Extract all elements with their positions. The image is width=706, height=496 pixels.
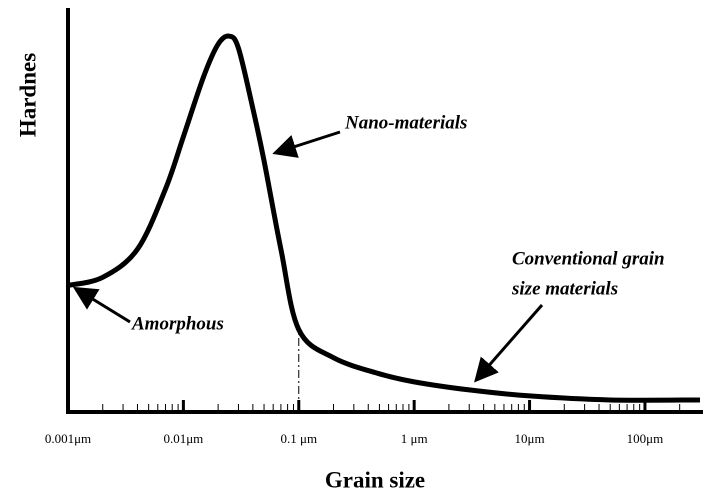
annotation: Conventional grain (512, 248, 665, 269)
x-tick-label: 0.1 μm (280, 431, 317, 446)
curve (67, 33, 701, 403)
x-tick-label: 0.01μm (163, 431, 203, 446)
x-tick-label: 100μm (627, 431, 664, 446)
arrow (474, 304, 544, 383)
x-tick-label: 1 μm (401, 431, 428, 446)
x-tick-label: 0.001μm (45, 431, 91, 446)
annotation: size materials (511, 278, 618, 299)
arrow (272, 130, 341, 158)
x-axis-label: Grain size (325, 467, 425, 492)
annotation: Nano-materials (344, 112, 467, 133)
y-axis-label: Hardnes (15, 53, 40, 137)
arrow (72, 286, 131, 324)
annotation: Amorphous (131, 313, 224, 334)
x-tick-label: 10μm (515, 431, 545, 446)
